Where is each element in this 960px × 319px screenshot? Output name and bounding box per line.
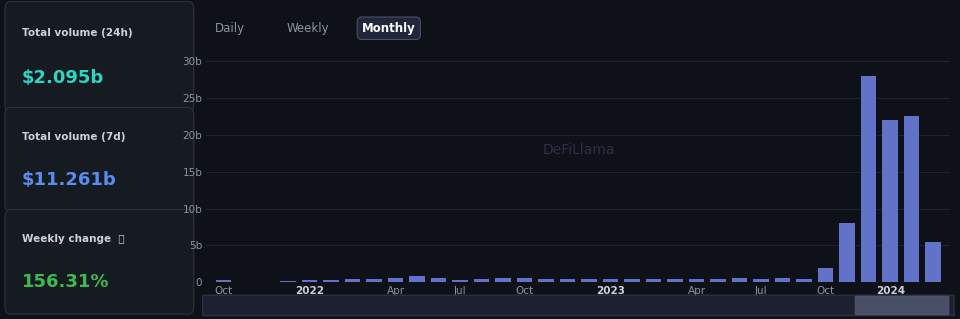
Text: Weekly: Weekly: [287, 22, 329, 35]
Bar: [495, 278, 511, 282]
Bar: [409, 276, 425, 282]
Bar: [474, 278, 490, 282]
Bar: [818, 268, 833, 282]
Bar: [667, 279, 683, 282]
Bar: [925, 242, 941, 282]
Bar: [367, 278, 382, 282]
Bar: [732, 278, 748, 282]
Bar: [345, 279, 360, 282]
Bar: [452, 280, 468, 282]
Text: Total volume (7d): Total volume (7d): [22, 132, 126, 142]
Bar: [431, 278, 446, 282]
Bar: [710, 278, 726, 282]
Bar: [603, 279, 618, 282]
Text: Total volume (24h): Total volume (24h): [22, 28, 132, 38]
Bar: [280, 281, 296, 282]
FancyBboxPatch shape: [855, 296, 948, 315]
Bar: [861, 76, 876, 282]
Bar: [882, 120, 898, 282]
FancyBboxPatch shape: [5, 210, 194, 314]
Bar: [839, 223, 855, 282]
Bar: [388, 278, 403, 282]
Bar: [516, 278, 533, 282]
Bar: [539, 279, 554, 282]
FancyBboxPatch shape: [5, 2, 194, 112]
Text: Daily: Daily: [215, 22, 245, 35]
Text: $2.095b: $2.095b: [22, 69, 104, 87]
Bar: [216, 280, 231, 282]
Bar: [582, 278, 597, 282]
Text: Weekly change  ⓘ: Weekly change ⓘ: [22, 234, 125, 244]
Bar: [689, 279, 705, 282]
Text: Monthly: Monthly: [362, 22, 416, 35]
Bar: [324, 280, 339, 282]
Bar: [904, 116, 920, 282]
FancyBboxPatch shape: [203, 295, 954, 316]
Text: $11.261b: $11.261b: [22, 171, 116, 189]
Text: 156.31%: 156.31%: [22, 273, 109, 291]
Bar: [797, 278, 812, 282]
Bar: [301, 280, 318, 282]
Bar: [646, 278, 661, 282]
FancyBboxPatch shape: [5, 108, 194, 212]
Bar: [560, 279, 575, 282]
Text: DeFiLlama: DeFiLlama: [542, 143, 614, 157]
Bar: [624, 279, 640, 282]
Bar: [775, 278, 790, 282]
Bar: [754, 279, 769, 282]
